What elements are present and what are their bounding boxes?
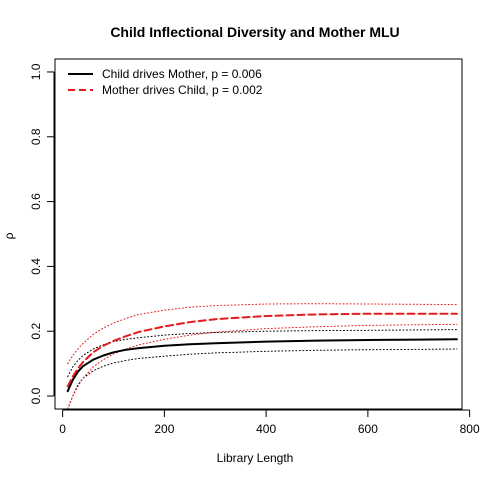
series-band-line (67, 329, 458, 378)
x-axis-label: Library Length (217, 451, 294, 465)
x-tick-label: 800 (460, 422, 480, 436)
y-tick-label: 0.2 (29, 323, 43, 340)
chart-title: Child Inflectional Diversity and Mother … (110, 24, 399, 40)
plot-frame (54, 58, 463, 410)
y-tick-label: 0.4 (29, 258, 43, 275)
x-axis: 0 200 400 600 800 (59, 409, 480, 436)
x-tick-label: 400 (256, 422, 276, 436)
y-tick-label: 0.0 (29, 387, 43, 404)
series-band-line (67, 303, 458, 365)
y-axis-label: ρ (2, 232, 16, 239)
y-axis: 0.0 0.2 0.4 0.6 0.8 1.0 (29, 63, 55, 404)
y-tick-label: 1.0 (29, 63, 43, 80)
x-tick-label: 0 (59, 422, 66, 436)
y-tick-label: 0.8 (29, 128, 43, 145)
series-band-line (67, 348, 458, 409)
series-band-line (67, 323, 458, 409)
legend-label: Child drives Mother, p = 0.006 (102, 67, 262, 81)
x-tick-label: 600 (358, 422, 378, 436)
series-line (66, 338, 458, 393)
legend: Child drives Mother, p = 0.006 Mother dri… (68, 67, 263, 97)
y-tick-label: 0.6 (29, 193, 43, 210)
series-line (66, 312, 458, 388)
x-tick-label: 200 (154, 422, 174, 436)
legend-label: Mother drives Child, p = 0.002 (102, 83, 263, 97)
plot-area (66, 303, 458, 409)
